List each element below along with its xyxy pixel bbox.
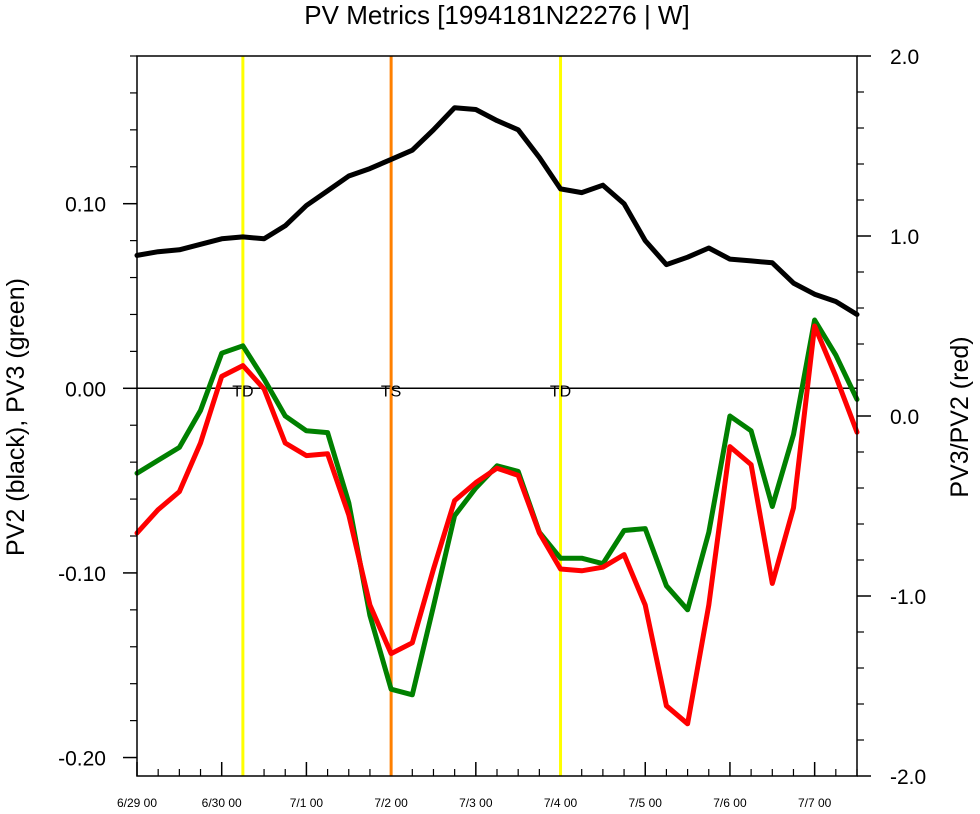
x-tick-label: 7/7 00 — [798, 796, 832, 810]
series-line-0 — [134, 105, 860, 317]
stage-marker-label: TD — [232, 383, 253, 400]
axes-layer: 6/29 00 6/30 00 7/1 00 7/2 00 7/3 00 7/4 00 7/… — [58, 46, 926, 810]
series-line-2 — [134, 323, 860, 727]
y-axis-right-label: PV3/PV2 (red) — [946, 336, 974, 497]
plot-frame — [136, 55, 858, 777]
x-tick-label: 7/3 00 — [459, 796, 493, 810]
y-left-tick-label: 0.00 — [65, 378, 106, 401]
y-right-tick-label: -2.0 — [890, 766, 926, 789]
y-right-tick-label: 0.0 — [890, 406, 919, 429]
series-line-1 — [134, 317, 860, 698]
x-tick-label: 7/2 00 — [374, 796, 408, 810]
y-axis-left-label: PV2 (black), PV3 (green) — [2, 278, 30, 556]
x-tick-label: 6/30 00 — [202, 796, 242, 810]
chart-title: PV Metrics [1994181N22276 | W] — [304, 0, 689, 30]
stage-marker-label: TS — [381, 383, 401, 400]
x-tick-label: 7/4 00 — [544, 796, 578, 810]
y-right-tick-label: -1.0 — [890, 586, 926, 609]
y-left-tick-label: 0.10 — [65, 194, 106, 217]
x-tick-label: 7/1 00 — [290, 796, 324, 810]
x-tick-label: 7/6 00 — [713, 796, 747, 810]
y-right-tick-label: 2.0 — [890, 46, 919, 69]
y-right-tick-label: 1.0 — [890, 226, 919, 249]
x-tick-label: 6/29 00 — [117, 796, 157, 810]
y-left-tick-label: -0.20 — [58, 748, 106, 771]
series-layer — [134, 105, 860, 727]
x-tick-label: 7/5 00 — [629, 796, 663, 810]
y-left-tick-label: -0.10 — [58, 563, 106, 586]
stage-marker-label: TD — [550, 383, 571, 400]
